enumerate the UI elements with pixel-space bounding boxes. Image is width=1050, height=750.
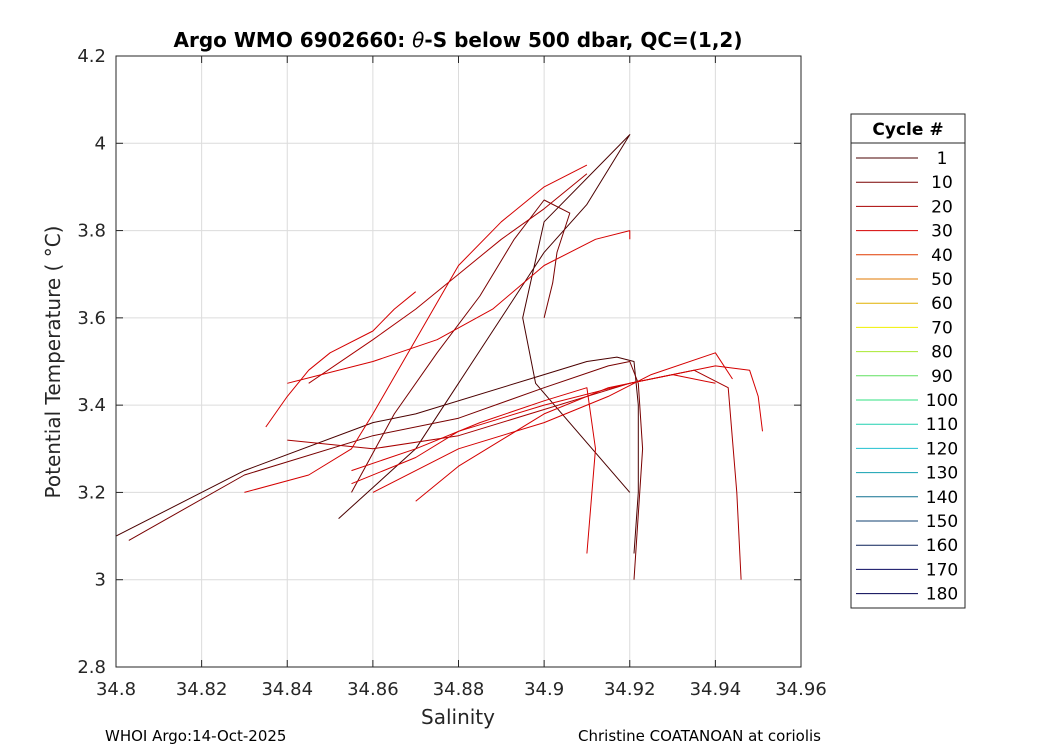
legend-label: 110 bbox=[926, 415, 958, 435]
x-tick-label: 34.96 bbox=[775, 679, 827, 700]
chart-title-suffix: -S below 500 dbar, QC=(1,2) bbox=[424, 28, 742, 52]
footer-right: Christine COATANOAN at coriolis bbox=[578, 727, 821, 745]
x-tick-label: 34.88 bbox=[433, 679, 485, 700]
legend-label: 150 bbox=[926, 512, 958, 532]
y-tick-label: 4 bbox=[95, 133, 106, 154]
x-axis-label: Salinity bbox=[421, 705, 495, 729]
y-tick-label: 3.4 bbox=[77, 395, 106, 416]
legend-label: 40 bbox=[931, 246, 953, 266]
series-line-7 bbox=[287, 230, 631, 384]
y-tick-label: 3.6 bbox=[77, 308, 106, 329]
legend-label: 100 bbox=[926, 391, 958, 411]
legend-label: 90 bbox=[931, 367, 953, 387]
footer-left: WHOI Argo:14-Oct-2025 bbox=[105, 727, 286, 745]
series-line-12 bbox=[415, 374, 716, 502]
legend-box bbox=[850, 113, 966, 609]
legend-label: 170 bbox=[926, 560, 958, 580]
series-line-5 bbox=[308, 173, 588, 384]
plot-area: 34.8 34.82 34.84 34.86 34.88 34.9 34.92 34.94 34… bbox=[77, 46, 826, 700]
chart-title: Argo WMO 6902660: θ-S below 500 dbar, QC… bbox=[174, 28, 743, 52]
series-line-10 bbox=[351, 387, 596, 554]
y-tick-label: 2.8 bbox=[77, 657, 106, 678]
x-axis: 34.8 34.82 34.84 34.86 34.88 34.9 34.92 34.94 34… bbox=[96, 56, 827, 700]
series-line-9 bbox=[372, 352, 733, 493]
legend-title: Cycle # bbox=[872, 120, 943, 140]
legend-label: 30 bbox=[931, 222, 953, 242]
x-tick-label: 34.94 bbox=[690, 679, 742, 700]
series-line-0 bbox=[116, 356, 639, 554]
series-line-6 bbox=[244, 164, 588, 493]
series-layer bbox=[116, 134, 763, 580]
legend-label: 160 bbox=[926, 536, 958, 556]
y-tick-label: 3.8 bbox=[77, 221, 106, 242]
legend-label: 50 bbox=[931, 270, 953, 290]
x-tick-label: 34.86 bbox=[347, 679, 399, 700]
x-tick-label: 34.82 bbox=[176, 679, 228, 700]
series-line-2 bbox=[128, 361, 644, 580]
legend-label: 1 bbox=[937, 149, 948, 169]
legend-label: 120 bbox=[926, 439, 958, 459]
y-tick-label: 4.2 bbox=[77, 46, 106, 67]
legend-label: 180 bbox=[926, 585, 958, 605]
legend-label: 140 bbox=[926, 488, 958, 508]
series-line-11 bbox=[265, 291, 417, 428]
y-axis-label: Potential Temperature ( °C) bbox=[41, 226, 65, 499]
legend-label: 10 bbox=[931, 173, 953, 193]
series-line-1 bbox=[338, 134, 631, 519]
legend-label: 130 bbox=[926, 464, 958, 484]
y-tick-label: 3.2 bbox=[77, 482, 106, 503]
chart-title-prefix: Argo WMO 6902660: bbox=[174, 28, 413, 52]
legend-entries: 1102030405060708090100110120130140150160… bbox=[856, 149, 958, 605]
chart-title-theta: θ bbox=[412, 28, 424, 52]
legend-label: 70 bbox=[931, 318, 953, 338]
y-tick-label: 3 bbox=[95, 570, 106, 591]
legend: Cycle # 11020304050607080901001101201301… bbox=[850, 113, 966, 609]
legend-label: 80 bbox=[931, 343, 953, 363]
x-tick-label: 34.9 bbox=[524, 679, 564, 700]
legend-label: 60 bbox=[931, 294, 953, 314]
y-axis: 2.8 3 3.2 3.4 3.6 3.8 4 4.2 bbox=[77, 46, 801, 678]
legend-label: 20 bbox=[931, 197, 953, 217]
x-tick-label: 34.84 bbox=[261, 679, 313, 700]
x-tick-label: 34.8 bbox=[96, 679, 136, 700]
x-tick-label: 34.92 bbox=[604, 679, 656, 700]
